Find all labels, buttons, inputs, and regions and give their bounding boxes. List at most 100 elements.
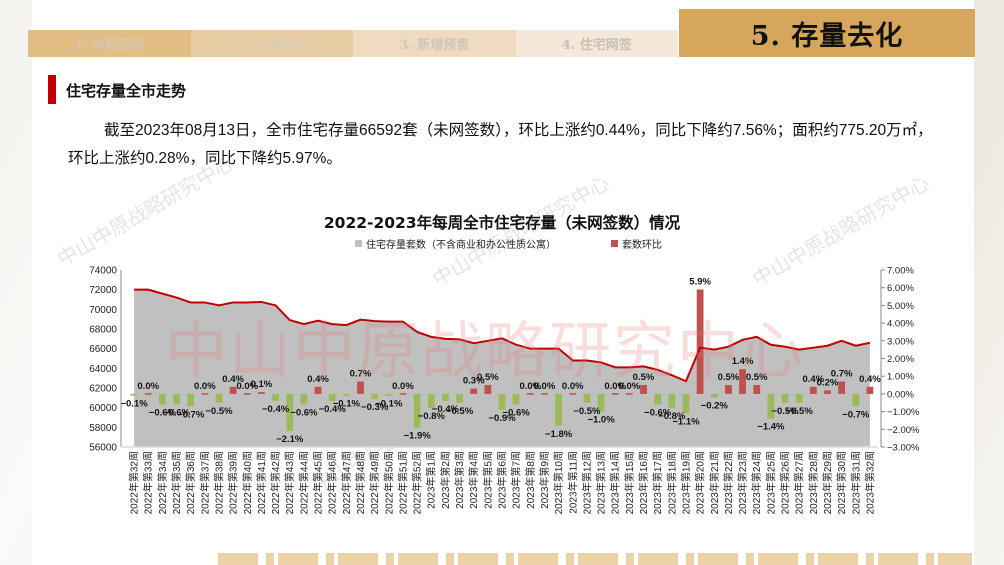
x-axis-category-label: 2023年第4周: [467, 451, 480, 509]
bar-value-label: 0.0%: [562, 381, 584, 392]
bar-value-label: −0.1%: [333, 399, 361, 410]
x-axis-category-label: 2023年第15周: [623, 451, 636, 514]
ratio-bar: [866, 386, 874, 394]
bar-value-label: 0.3%: [463, 376, 485, 387]
ratio-bar: [725, 385, 732, 394]
bar-value-label: 0.7%: [350, 369, 372, 380]
bar-value-label: −0.4%: [319, 404, 347, 415]
x-axis-category-label: 2022年第40周: [241, 451, 254, 514]
x-axis-category-label: 2022年第35周: [170, 451, 183, 514]
nav-tab-land-market[interactable]: 2. 土地市场: [190, 30, 353, 57]
ratio-bar: [470, 388, 478, 394]
right-axis-tick: 5.00%: [887, 301, 914, 312]
section-title: 住宅存量全市走势: [66, 82, 187, 100]
ratio-bar: [300, 393, 308, 405]
ratio-bar: [144, 393, 152, 395]
x-axis-category-label: 2023年第32周: [863, 451, 876, 514]
nav-tab-inventory-active[interactable]: 5. 存量去化: [679, 9, 975, 57]
bar-value-label: −1.8%: [545, 429, 573, 440]
bar-value-label: 0.0%: [534, 381, 556, 392]
bar-value-label: 0.4%: [222, 374, 244, 385]
legend-swatch-gray: [355, 240, 362, 247]
ratio-bar: [739, 369, 746, 394]
left-axis-tick: 58000: [89, 423, 117, 434]
nav-tab-new-presale[interactable]: 3. 新增预售: [353, 30, 516, 57]
x-axis-category-label: 2022年第34周: [156, 451, 169, 514]
bar-value-label: 0.5%: [718, 372, 740, 383]
bar-value-label: −0.1%: [375, 399, 403, 410]
bar-value-label: −0.5%: [573, 406, 601, 417]
x-axis-category-label: 2022年第42周: [269, 451, 282, 514]
x-axis-category-label: 2023年第24周: [750, 451, 763, 514]
ratio-bar: [286, 393, 294, 432]
ratio-bar: [456, 393, 463, 403]
bar-value-label: 0.0%: [619, 381, 641, 392]
bar-value-label: −1.4%: [757, 422, 785, 433]
bar-value-label: −0.4%: [432, 404, 460, 415]
ratio-bar: [753, 385, 761, 394]
stock-line: [134, 288, 871, 383]
stock-line-series: [134, 288, 871, 383]
ratio-bar: [512, 393, 520, 405]
x-axis-category-label: 2022年第51周: [396, 451, 409, 514]
legend-swatch-red: [611, 240, 618, 247]
x-axis-category-label: 2023年第11周: [566, 451, 579, 514]
right-axis-tick: −2.00%: [887, 425, 920, 436]
bar-value-label: 0.0%: [392, 381, 414, 392]
bar-value-label: 0.0%: [194, 381, 216, 392]
chart-legend: 住宅存量套数（不含商业和办公性质公寓） 套数环比: [355, 236, 662, 251]
x-axis-category-label: 2022年第46周: [326, 451, 339, 514]
ratio-bar: [272, 393, 279, 401]
ratio-bar: [201, 393, 209, 395]
ratio-bar: [809, 386, 817, 394]
right-axis-tick: −3.00%: [887, 443, 920, 454]
x-axis-category-label: 2022年第32周: [128, 451, 141, 514]
right-axis-tick: 4.00%: [887, 319, 914, 330]
bar-value-label: −0.5%: [205, 406, 233, 417]
bar-value-label: 0.1%: [251, 379, 273, 390]
ratio-bar: [767, 393, 775, 419]
nav-tab-news[interactable]: 1. 本期要闻: [28, 30, 191, 57]
right-axis-tick: 3.00%: [887, 336, 914, 347]
x-axis-category-label: 2023年第19周: [679, 451, 692, 514]
bar-value-label: −2.1%: [276, 434, 304, 445]
bar-value-label: −0.6%: [149, 408, 177, 419]
ratio-bar-series: [130, 289, 874, 432]
ratio-bar: [158, 393, 166, 405]
x-axis-category-label: 2023年第25周: [764, 451, 777, 514]
x-axis-category-label: 2023年第22周: [722, 451, 735, 514]
bar-value-label: −1.9%: [403, 431, 431, 442]
x-axis-category-label: 2022年第36周: [184, 451, 197, 514]
x-axis-category-label: 2023年第1周: [425, 451, 438, 509]
bar-value-label: −0.1%: [120, 399, 148, 410]
bar-value-label: 5.9%: [689, 276, 711, 287]
bar-value-label: 0.0%: [236, 381, 258, 392]
x-axis-category-label: 2022年第47周: [340, 451, 353, 514]
bar-value-label: 0.5%: [477, 372, 499, 383]
section-marker: [48, 75, 56, 104]
bar-value-label: −0.7%: [177, 409, 205, 420]
left-axis-tick: 72000: [89, 285, 117, 296]
ratio-bar: [541, 393, 548, 395]
legend-label-stock: 住宅存量套数（不含商业和办公性质公寓）: [366, 240, 556, 251]
chart-title: 2022-2023年每周全市住宅存量（未网签数）情况: [323, 214, 681, 232]
ratio-bar: [229, 386, 237, 394]
ratio-bar: [781, 393, 789, 403]
x-axis-category-label: 2023年第29周: [821, 451, 834, 514]
nav-tab-residential-signing[interactable]: 4. 住宅网签: [515, 30, 678, 57]
ratio-bar: [442, 393, 449, 401]
ratio-bar: [342, 393, 350, 396]
right-axis-tick: 6.00%: [887, 283, 914, 294]
bar-value-label: −0.5%: [771, 406, 799, 417]
ratio-bar: [173, 393, 180, 405]
summary-paragraph: 截至2023年08月13日，全市住宅存量66592套（未网签数），环比上涨约0.…: [68, 122, 933, 167]
x-axis-category-label: 2022年第41周: [255, 451, 268, 514]
x-axis-category-label: 2023年第18周: [665, 451, 678, 514]
ratio-bar: [625, 393, 633, 395]
bar-value-label: 0.5%: [746, 372, 768, 383]
left-axis-tick: 70000: [89, 305, 117, 316]
x-axis-category-label: 2023年第31周: [849, 451, 862, 514]
bar-value-label: −0.9%: [488, 413, 516, 424]
bar-value-label: −0.8%: [658, 411, 686, 422]
ratio-bar: [852, 393, 860, 407]
